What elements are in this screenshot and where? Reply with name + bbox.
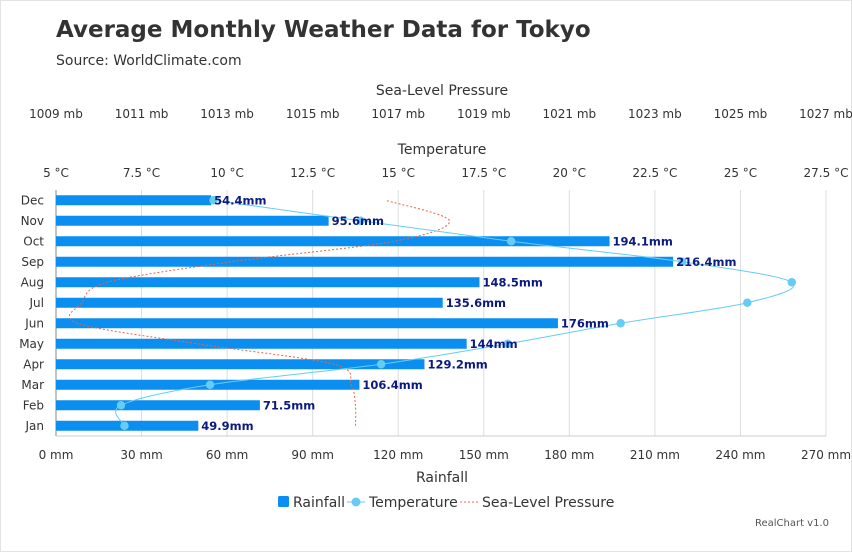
temperature-point <box>503 339 512 348</box>
temperature-tick-label: 25 °C <box>724 166 757 180</box>
chart-subtitle: Source: WorldClimate.com <box>56 53 242 69</box>
rainfall-data-label: 54.4mm <box>214 193 266 207</box>
rainfall-data-label: 194.1mm <box>613 234 673 248</box>
temperature-point <box>356 216 365 225</box>
category-label: Feb <box>23 398 44 412</box>
rainfall-tick-label: 90 mm <box>291 448 333 462</box>
temperature-tick-label: 17.5 °C <box>461 166 506 180</box>
grid-lines <box>55 190 827 436</box>
temperature-tick-label: 22.5 °C <box>632 166 677 180</box>
temperature-point <box>678 257 687 266</box>
rainfall-tick-label: 0 mm <box>39 448 74 462</box>
rainfall-bar <box>56 400 260 411</box>
category-label: Nov <box>21 214 44 228</box>
category-label: Oct <box>23 234 44 248</box>
rainfall-bar <box>56 297 443 308</box>
legend-temperature-label: Temperature <box>368 495 458 511</box>
pressure-tick-label: 1013 mb <box>200 107 254 121</box>
rainfall-tick-label: 180 mm <box>544 448 594 462</box>
rainfall-data-label: 95.6mm <box>332 214 384 228</box>
temperature-point <box>506 237 516 246</box>
rainfall-bar <box>56 256 674 267</box>
pressure-tick-label: 1019 mb <box>457 107 511 121</box>
pressure-tick-label: 1027 mb <box>799 107 852 121</box>
temperature-tick-label: 7.5 °C <box>123 166 160 180</box>
pressure-line <box>68 199 451 426</box>
pressure-tick-label: 1017 mb <box>371 107 425 121</box>
rainfall-data-label: 135.6mm <box>446 296 506 310</box>
pressure-tick-label: 1015 mb <box>286 107 340 121</box>
rainfall-data-label: 216.4mm <box>676 255 736 269</box>
temperature-tick-label: 5 °C <box>43 166 69 180</box>
temperature-point <box>120 421 129 430</box>
temperature-axis-title: Temperature <box>397 142 487 158</box>
pressure-tick-label: 1011 mb <box>115 107 169 121</box>
temperature-point <box>376 360 386 369</box>
rainfall-bar <box>56 277 480 288</box>
category-label: Aug <box>21 275 44 289</box>
temperature-point <box>209 196 218 205</box>
rainfall-tick-label: 120 mm <box>373 448 423 462</box>
rainfall-data-label: 49.9mm <box>201 419 253 433</box>
temperature-point <box>116 401 126 410</box>
pressure-tick-label: 1021 mb <box>542 107 596 121</box>
category-label: May <box>19 337 44 351</box>
category-label: Jun <box>24 316 44 330</box>
category-label: Dec <box>21 193 44 207</box>
rainfall-bar <box>56 318 558 329</box>
rainfall-bar <box>56 338 467 349</box>
rainfall-data-label: 176mm <box>561 316 609 330</box>
category-label: Jan <box>25 419 45 433</box>
rainfall-tick-label: 210 mm <box>630 448 680 462</box>
rainfall-data-label: 71.5mm <box>263 398 315 412</box>
rainfall-data-label: 129.2mm <box>427 357 487 371</box>
rainfall-bar <box>56 215 329 226</box>
rainfall-tick-label: 60 mm <box>206 448 248 462</box>
rainfall-bar <box>56 195 212 206</box>
temperature-point <box>616 319 625 328</box>
rainfall-tick-label: 150 mm <box>459 448 509 462</box>
category-label: Mar <box>21 378 44 392</box>
temperature-tick-label: 12.5 °C <box>290 166 335 180</box>
legend-rainfall-label: Rainfall <box>293 495 345 511</box>
credit-label[interactable]: RealChart v1.0 <box>754 518 829 529</box>
pressure-tick-label: 1009 mb <box>29 107 83 121</box>
legend-pressure-label: Sea-Level Pressure <box>482 495 614 511</box>
rainfall-tick-label: 30 mm <box>120 448 162 462</box>
rainfall-data-label: 144mm <box>470 337 518 351</box>
pressure-tick-label: 1025 mb <box>714 107 768 121</box>
rainfall-tick-label: 270 mm <box>801 448 851 462</box>
temperature-tick-label: 27.5 °C <box>804 166 849 180</box>
rainfall-data-label: 148.5mm <box>483 275 543 289</box>
temperature-point <box>743 298 752 307</box>
pressure-tick-label: 1023 mb <box>628 107 682 121</box>
category-label: Jul <box>29 296 44 310</box>
chart-title: Average Monthly Weather Data for Tokyo <box>56 17 591 43</box>
rainfall-tick-label: 240 mm <box>715 448 765 462</box>
temperature-tick-label: 20 °C <box>553 166 586 180</box>
category-label: Sep <box>21 255 44 269</box>
temperature-point <box>205 380 215 389</box>
legend-rainfall-marker <box>278 496 289 507</box>
rainfall-axis-title: Rainfall <box>416 470 468 486</box>
rainfall-data-label: 106.4mm <box>362 378 422 392</box>
category-label: Apr <box>23 357 44 371</box>
temperature-point <box>787 278 796 287</box>
rainfall-bar <box>56 236 610 247</box>
pressure-axis-title: Sea-Level Pressure <box>376 83 508 99</box>
rainfall-bar <box>56 359 425 370</box>
temperature-tick-label: 15 °C <box>381 166 414 180</box>
temperature-tick-label: 10 °C <box>210 166 243 180</box>
temperature-line <box>115 199 795 426</box>
legend-temperature-marker <box>351 497 361 507</box>
